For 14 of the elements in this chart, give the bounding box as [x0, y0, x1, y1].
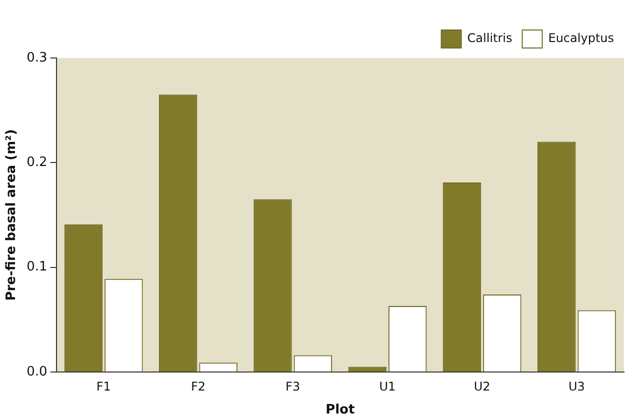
- legend-label: Callitris: [467, 31, 512, 46]
- y-tick-label: 0.1: [26, 260, 48, 275]
- y-axis-title: Pre-fire basal area (m²): [4, 129, 20, 301]
- y-tick-label: 0.2: [26, 155, 48, 170]
- x-tick-label: U1: [379, 379, 396, 394]
- x-tick-label: U2: [474, 379, 490, 394]
- x-tick-label: F3: [286, 379, 300, 394]
- legend-label: Eucalyptus: [548, 31, 614, 46]
- x-axis-title: Plot: [326, 402, 355, 418]
- x-tick-label: F1: [96, 379, 111, 394]
- y-tick-label: 0.0: [26, 364, 48, 380]
- y-tick-label: 0.3: [26, 50, 48, 66]
- x-tick-label: U3: [568, 379, 585, 394]
- x-tick-label: F2: [190, 379, 206, 394]
